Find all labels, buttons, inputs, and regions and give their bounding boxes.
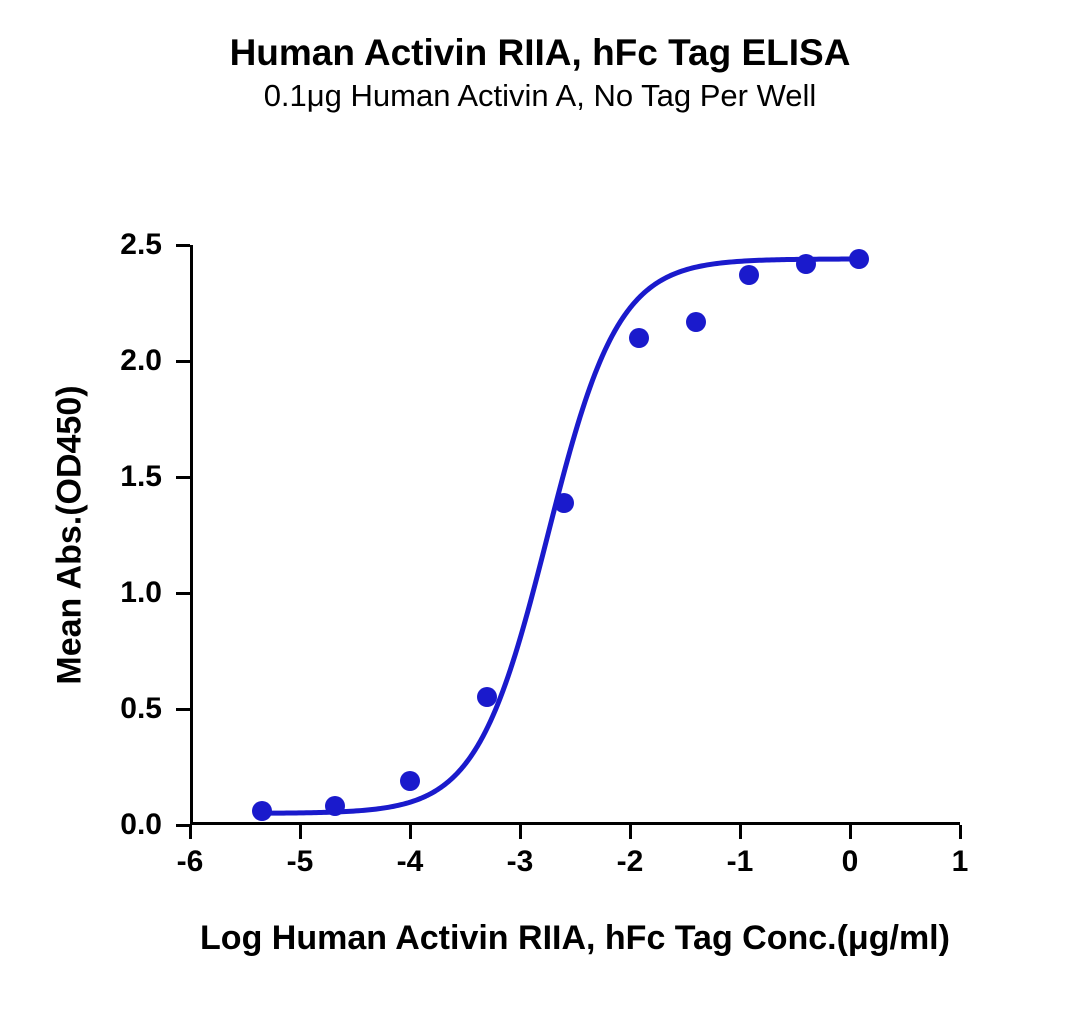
data-point — [629, 328, 649, 348]
y-tick-label: 2.5 — [120, 228, 162, 262]
chart-container: Human Activin RIIA, hFc Tag ELISA 0.1μg … — [0, 0, 1080, 1011]
x-tick-label: -1 — [727, 845, 754, 879]
y-tick-label: 2.0 — [120, 344, 162, 378]
x-tick — [299, 825, 302, 839]
data-point — [796, 254, 816, 274]
data-point — [739, 265, 759, 285]
y-tick — [176, 708, 190, 711]
y-tick — [176, 360, 190, 363]
y-tick — [176, 244, 190, 247]
x-tick — [739, 825, 742, 839]
y-tick-label: 1.5 — [120, 460, 162, 494]
data-point — [400, 771, 420, 791]
data-point — [554, 493, 574, 513]
x-tick-label: -3 — [507, 845, 534, 879]
y-tick — [176, 476, 190, 479]
chart-title: Human Activin RIIA, hFc Tag ELISA — [0, 32, 1080, 74]
data-point — [477, 687, 497, 707]
x-tick — [409, 825, 412, 839]
x-tick-label: -5 — [287, 845, 314, 879]
x-tick — [519, 825, 522, 839]
fit-curve — [190, 245, 960, 825]
x-tick — [189, 825, 192, 839]
data-point — [252, 801, 272, 821]
x-tick-label: -6 — [177, 845, 204, 879]
x-axis-title: Log Human Activin RIIA, hFc Tag Conc.(μg… — [200, 919, 950, 958]
plot-area: -6-5-4-3-2-1010.00.51.01.52.02.5 — [190, 245, 960, 825]
x-tick-label: 0 — [842, 845, 859, 879]
y-tick — [176, 824, 190, 827]
data-point — [686, 312, 706, 332]
data-point — [325, 796, 345, 816]
x-tick — [959, 825, 962, 839]
data-point — [849, 249, 869, 269]
titles: Human Activin RIIA, hFc Tag ELISA 0.1μg … — [0, 0, 1080, 114]
y-tick — [176, 592, 190, 595]
x-tick-label: 1 — [952, 845, 969, 879]
y-tick-label: 1.0 — [120, 576, 162, 610]
x-tick-label: -4 — [397, 845, 424, 879]
x-tick — [849, 825, 852, 839]
x-tick — [629, 825, 632, 839]
y-axis-title: Mean Abs.(OD450) — [51, 385, 90, 684]
y-tick-label: 0.0 — [120, 808, 162, 842]
x-tick-label: -2 — [617, 845, 644, 879]
y-tick-label: 0.5 — [120, 692, 162, 726]
chart-subtitle: 0.1μg Human Activin A, No Tag Per Well — [0, 78, 1080, 114]
